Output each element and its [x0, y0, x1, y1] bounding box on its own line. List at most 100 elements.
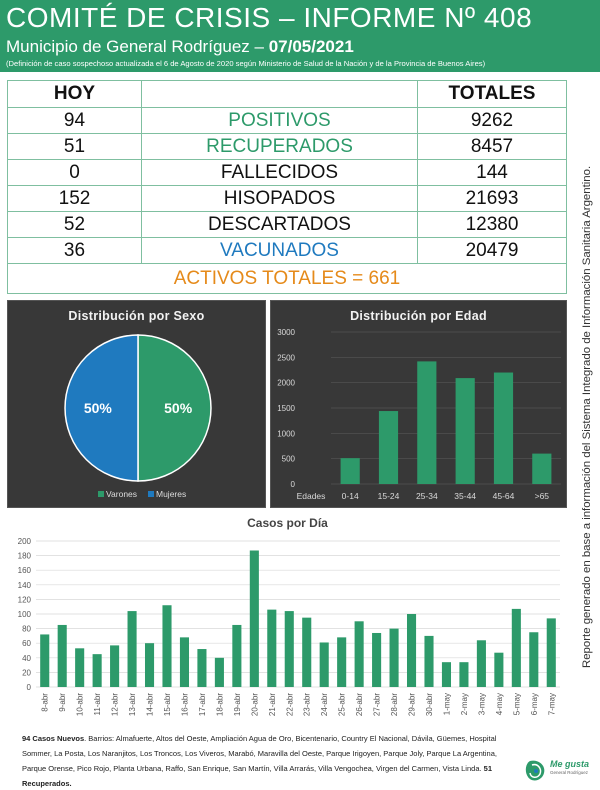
x-tick-label: 16-abr: [180, 693, 189, 716]
x-tick-label: 25-abr: [338, 693, 347, 716]
age-bar->65: [532, 453, 552, 484]
y-tick-label: 2500: [277, 353, 295, 362]
active-total: ACTIVOS TOTALES = 661: [7, 263, 567, 294]
row-label: DESCARTADOS: [141, 211, 418, 238]
total-value: 20479: [417, 237, 567, 264]
daily-bar-5-may: [511, 608, 521, 687]
x-tick-label: 21-abr: [268, 693, 277, 716]
logo-subtitle: General Rodríguez: [550, 770, 589, 775]
daily-bar-29-abr: [406, 614, 417, 687]
daily-bar-3-may: [476, 640, 486, 687]
header-banner: COMITÉ DE CRISIS – INFORME Nº 408 Munici…: [0, 0, 600, 72]
stats-row-vacunados: 36 VACUNADOS 20479: [7, 237, 567, 264]
x-tick-label: 25-34: [416, 491, 438, 501]
today-value: 36: [7, 237, 142, 264]
pie-slice-varones: [137, 334, 212, 482]
daily-bar-25-abr: [337, 637, 347, 687]
age-distribution-panel: Distribución por Edad 0 500 1000 1500 2000 25…: [270, 300, 567, 508]
daily-bar-22-abr: [284, 611, 294, 687]
sex-chart-title: Distribución por Sexo: [68, 309, 205, 323]
x-tick-label: 3-may: [477, 693, 486, 715]
age-bar-0-14: [340, 458, 360, 484]
row-label: HISOPADOS: [141, 185, 418, 212]
row-label: RECUPERADOS: [141, 133, 418, 160]
x-tick-label: 20-abr: [250, 693, 259, 716]
x-tick-label: 26-abr: [355, 693, 364, 716]
x-tick-label: 12-abr: [111, 693, 120, 716]
pie-slice-mujeres: [64, 334, 139, 482]
daily-bar-1-may: [441, 662, 452, 687]
y-tick-label: 180: [18, 552, 32, 561]
daily-bar-10-abr: [75, 648, 85, 687]
y-tick-label: 80: [22, 625, 31, 634]
daily-bar-8-abr: [40, 634, 50, 687]
daily-bar-11-abr: [92, 654, 102, 687]
x-tick-label: 18-abr: [215, 693, 224, 716]
today-value: 52: [7, 211, 142, 238]
row-label: FALLECIDOS: [141, 159, 418, 186]
legend-label: Varones: [106, 489, 137, 499]
age-bar-15-24: [378, 411, 399, 484]
x-tick-label: 9-abr: [58, 693, 67, 712]
age-chart-title: Distribución por Edad: [350, 309, 487, 323]
daily-bar-14-abr: [144, 643, 155, 687]
today-header: HOY: [7, 80, 142, 108]
pie-slice-label: 50%: [84, 400, 113, 416]
daily-bar-20-abr: [249, 550, 259, 687]
x-tick-label: 30-abr: [425, 693, 434, 716]
age-bar-chart: 0 500 1000 1500 2000 2500 3000 Edades 0-14 15-24 2…: [277, 328, 561, 501]
daily-bar-chart: 0 20 40 60 80 100 120 140 160 180 200 8-abr 9-abr 10-…: [18, 537, 560, 716]
y-tick-label: 120: [18, 595, 32, 604]
x-tick-label: 6-may: [530, 693, 539, 715]
stats-row-recuperados: 51 RECUPERADOS 8457: [7, 133, 567, 160]
daily-bar-23-abr: [302, 617, 312, 687]
daily-bar-7-may: [546, 618, 556, 687]
total-value: 144: [417, 159, 567, 186]
total-value: 21693: [417, 185, 567, 212]
daily-bar-9-abr: [57, 624, 67, 687]
x-tick-label: 7-may: [547, 693, 556, 715]
neighborhood-list: . Barrios: Almafuerte, Altos del Oeste, …: [22, 734, 497, 773]
age-bar-35-44: [455, 378, 475, 484]
recovered-label: 51 Recuperados.: [22, 764, 493, 788]
x-tick-label: 22-abr: [285, 693, 294, 716]
x-tick-label: 45-64: [493, 491, 515, 501]
x-tick-label: 13-abr: [128, 693, 137, 716]
age-bar-25-34: [417, 361, 437, 484]
legend-label: Mujeres: [156, 489, 186, 499]
definition-note: (Definición de caso sospechoso actualiza…: [6, 59, 486, 68]
stats-row-fallecidos: 0 FALLECIDOS 144: [7, 159, 567, 186]
x-tick-label: 14-abr: [146, 693, 155, 716]
y-tick-label: 160: [18, 566, 32, 575]
total-value: 12380: [417, 211, 567, 238]
new-cases-label: 94 Casos Nuevos: [22, 734, 85, 743]
total-value: 9262: [417, 107, 567, 134]
municipality-label: Municipio de General Rodríguez –: [6, 37, 269, 56]
logo-name: Me gusta: [550, 759, 590, 769]
x-tick-label: 5-may: [512, 693, 521, 715]
row-label: VACUNADOS: [141, 237, 418, 264]
x-tick-label: 10-abr: [76, 693, 85, 716]
legend-swatch-mujeres: [148, 491, 154, 497]
daily-bar-15-abr: [162, 605, 172, 687]
y-tick-label: 20: [22, 668, 31, 677]
stats-row-hisopados: 152 HISOPADOS 21693: [7, 185, 567, 212]
daily-bar-24-abr: [319, 642, 329, 687]
daily-bar-21-abr: [267, 609, 277, 687]
legend-swatch-varones: [98, 491, 104, 497]
y-tick-label: 500: [282, 455, 296, 464]
today-value: 51: [7, 133, 142, 160]
stats-row-positivos: 94 POSITIVOS 9262: [7, 107, 567, 134]
row-label: POSITIVOS: [141, 107, 418, 134]
sex-pie-chart: 50% 50% Varones Mujeres: [64, 334, 212, 499]
pie-slice-label: 50%: [164, 400, 193, 416]
y-tick-label: 0: [291, 480, 296, 489]
y-tick-label: 0: [27, 683, 32, 692]
daily-bar-17-abr: [197, 649, 207, 687]
total-value: 8457: [417, 133, 567, 160]
daily-bar-26-abr: [354, 621, 364, 687]
y-tick-label: 3000: [277, 328, 295, 337]
daily-bar-2-may: [459, 662, 469, 687]
footer-text: 94 Casos Nuevos. Barrios: Almafuerte, Al…: [22, 731, 512, 790]
blank-header: [141, 80, 418, 108]
